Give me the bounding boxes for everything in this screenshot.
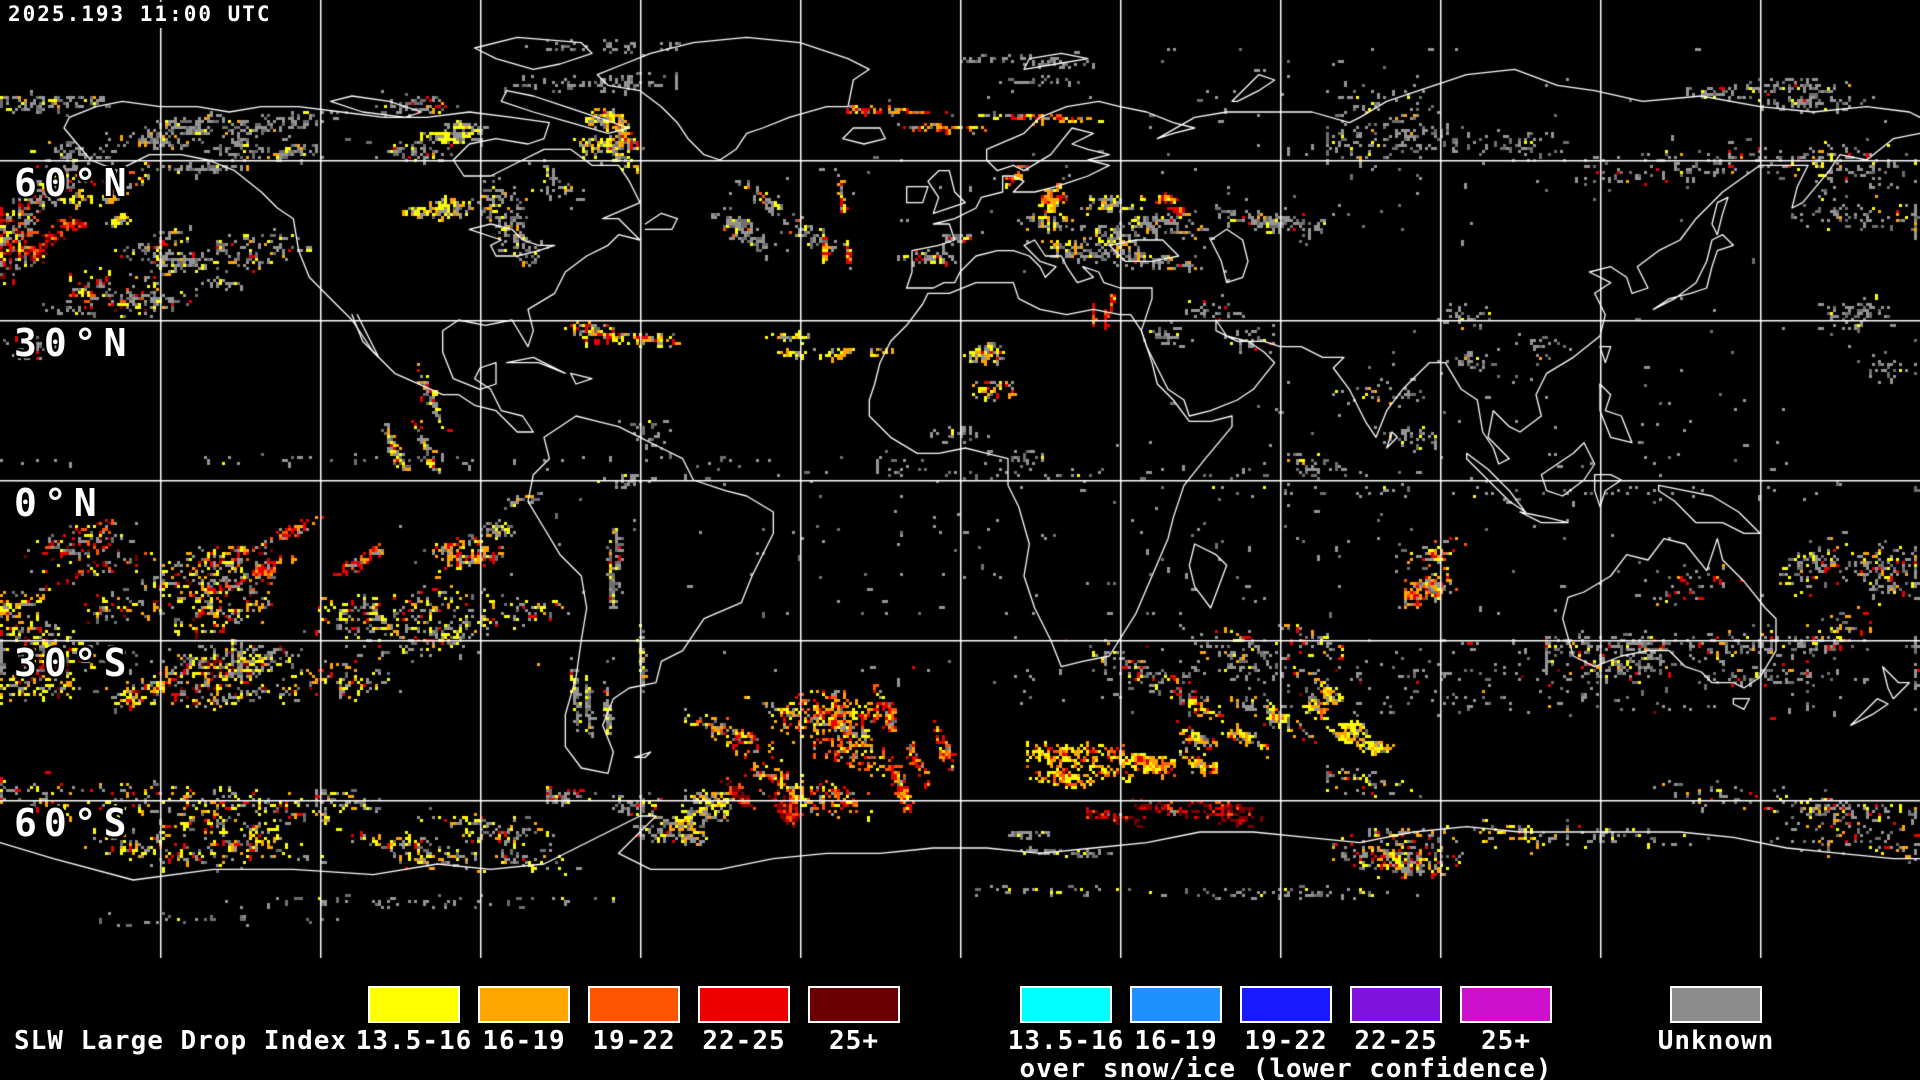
legend-swatch-snow_ice-4 — [1460, 986, 1552, 1023]
legend-swatch-label: 25+ — [1481, 1026, 1531, 1056]
latitude-label: 60°N — [14, 161, 134, 205]
legend-swatch-label: 16-19 — [1134, 1026, 1218, 1056]
legend-swatch-standard-2 — [588, 986, 680, 1023]
legend-swatch-label: 19-22 — [1244, 1026, 1328, 1056]
latitude-label: 60°S — [14, 801, 134, 845]
legend-swatch-standard-3 — [698, 986, 790, 1023]
legend-swatch-unknown-0 — [1670, 986, 1762, 1023]
legend-swatch-snow_ice-1 — [1130, 986, 1222, 1023]
legend-swatch-label: 25+ — [829, 1026, 879, 1056]
legend-swatch-snow_ice-0 — [1020, 986, 1112, 1023]
legend-snowice-caption: over snow/ice (lower confidence) — [1019, 1054, 1553, 1080]
legend-swatch-label: 16-19 — [482, 1026, 566, 1056]
legend: SLW Large Drop Index 13.5-16 16-19 19-22 22… — [0, 960, 1920, 1080]
legend-swatch-label: 22-25 — [1354, 1026, 1438, 1056]
legend-swatch-standard-1 — [478, 986, 570, 1023]
legend-swatch-label: 22-25 — [702, 1026, 786, 1056]
latitude-label: 30°N — [14, 321, 134, 365]
latitude-label: 30°S — [14, 641, 134, 685]
legend-swatch-snow_ice-2 — [1240, 986, 1332, 1023]
legend-swatch-label: Unknown — [1657, 1026, 1775, 1056]
timestamp-label: 2025.193 11:00 UTC — [8, 2, 278, 28]
legend-swatch-standard-0 — [368, 986, 460, 1023]
legend-swatch-label: 19-22 — [592, 1026, 676, 1056]
legend-swatch-label: 13.5-16 — [355, 1026, 473, 1056]
legend-title: SLW Large Drop Index — [14, 1026, 348, 1056]
legend-swatch-standard-4 — [808, 986, 900, 1023]
legend-swatch-label: 13.5-16 — [1007, 1026, 1125, 1056]
latitude-label: 0°N — [14, 481, 104, 525]
legend-swatch-snow_ice-3 — [1350, 986, 1442, 1023]
